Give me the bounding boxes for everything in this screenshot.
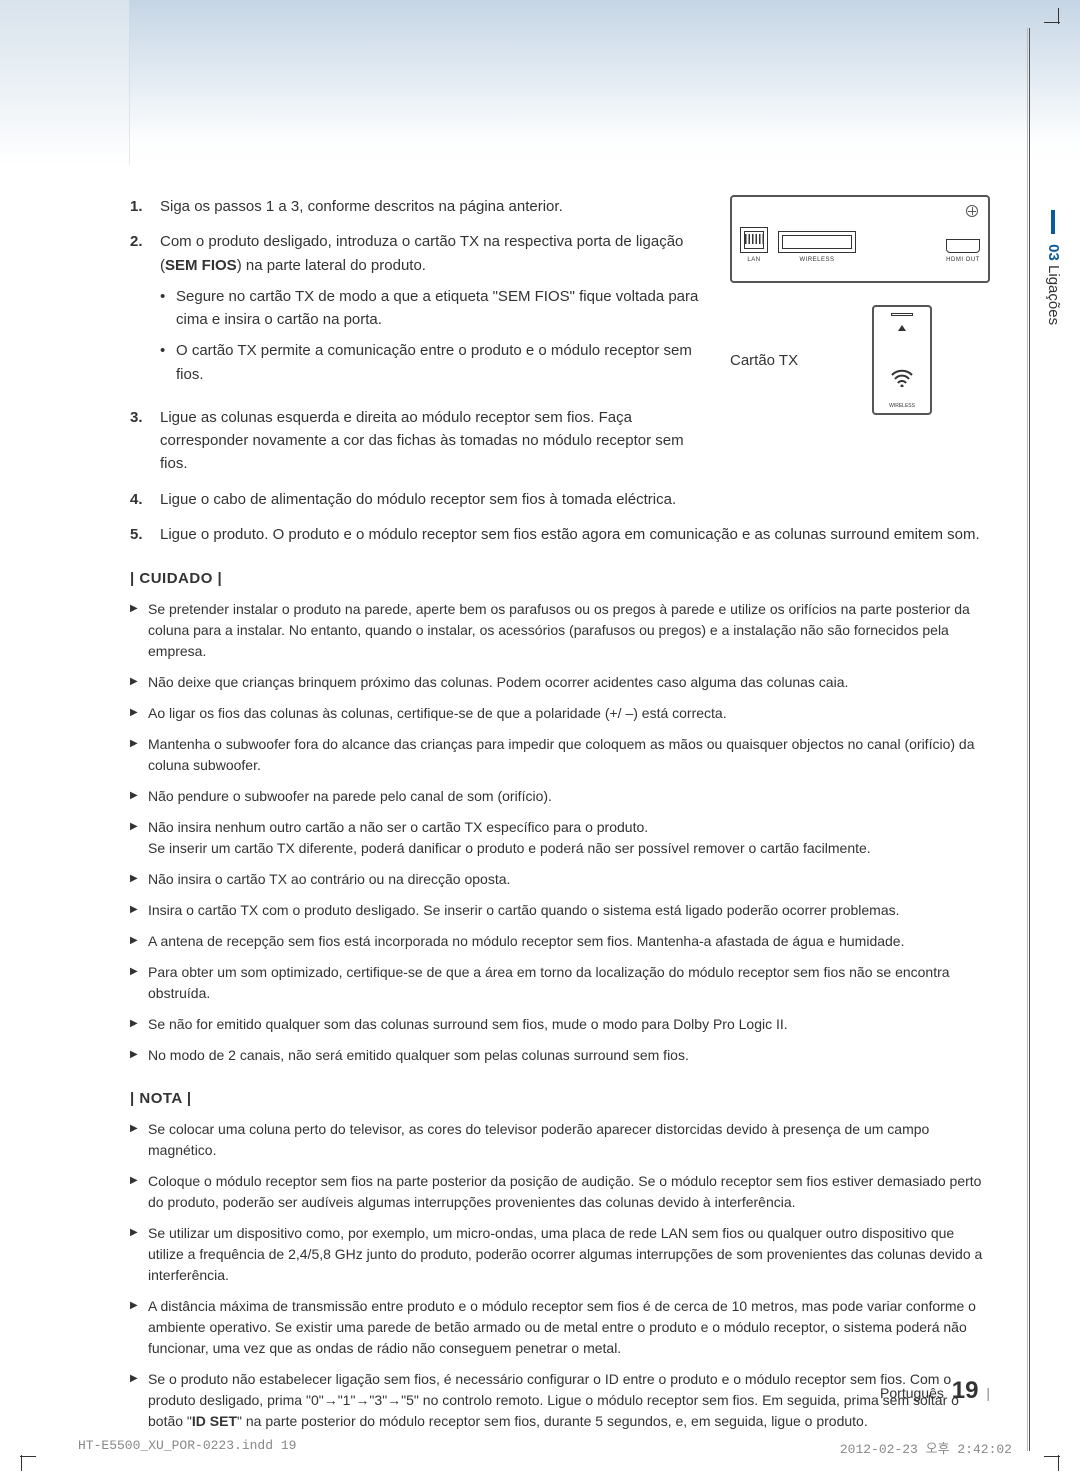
- step-number: 2.: [130, 230, 148, 394]
- wireless-slot-icon: [778, 231, 856, 253]
- side-tab-label: Ligações: [1045, 265, 1062, 325]
- diagram: LAN WIRELESS HDMI OUT Car: [730, 195, 990, 523]
- cuidado-list: Se pretender instalar o produto na pared…: [130, 599, 990, 1066]
- step-sub-item: Segure no cartão TX de modo a que a etiq…: [160, 285, 706, 332]
- step-text: Ligue o produto. O produto e o módulo re…: [160, 523, 990, 546]
- wifi-icon: [890, 367, 914, 393]
- gutter-line: [1029, 28, 1030, 1451]
- side-tab: 03 Ligações: [1045, 210, 1062, 325]
- lan-port: LAN: [740, 227, 768, 263]
- card-strip-icon: [891, 313, 913, 316]
- step-2: 2. Com o produto desligado, introduza o …: [130, 230, 706, 394]
- lan-icon: [740, 227, 768, 253]
- cuidado-heading: | CUIDADO |: [130, 570, 990, 587]
- port-label: HDMI OUT: [946, 257, 980, 263]
- list-item: Se utilizar um dispositivo como, por exe…: [130, 1223, 990, 1286]
- print-file: HT-E5500_XU_POR-0223.indd 19: [78, 1438, 296, 1457]
- list-item: Coloque o módulo receptor sem fios na pa…: [130, 1171, 990, 1213]
- step-1: 1. Siga os passos 1 a 3, conforme descri…: [130, 195, 706, 218]
- screw-icon: [966, 205, 978, 217]
- side-tab-bar: [1051, 210, 1055, 234]
- step-3: 3. Ligue as colunas esquerda e direita a…: [130, 406, 706, 476]
- port-label: LAN: [747, 257, 760, 263]
- list-item: Se não for emitido qualquer som das colu…: [130, 1014, 990, 1035]
- print-mark: HT-E5500_XU_POR-0223.indd 19 2012-02-23 …: [78, 1438, 1012, 1457]
- step-number: 3.: [130, 406, 148, 476]
- tx-card: WIRELESS: [872, 305, 932, 415]
- list-text-part: " na parte posterior do módulo receptor …: [237, 1413, 868, 1429]
- list-item: Ao ligar os fios das colunas às colunas,…: [130, 703, 990, 724]
- list-item: A antena de recepção sem fios está incor…: [130, 931, 990, 952]
- card-arrow-icon: [898, 325, 906, 331]
- gutter-line-shadow: [1027, 28, 1028, 1451]
- list-item: Mantenha o subwoofer fora do alcance das…: [130, 734, 990, 776]
- wireless-port: WIRELESS: [778, 231, 856, 263]
- step-number: 1.: [130, 195, 148, 218]
- step-text: Siga os passos 1 a 3, conforme descritos…: [160, 195, 706, 218]
- hdmi-port: HDMI OUT: [946, 239, 980, 263]
- crop-mark-icon: [1044, 1443, 1072, 1471]
- port-label: WIRELESS: [799, 257, 834, 263]
- print-date: 2012-02-23 오후 2:42:02: [840, 1438, 1012, 1457]
- list-item: Não insira nenhum outro cartão a não ser…: [130, 817, 990, 859]
- crop-mark-icon: [1044, 8, 1072, 36]
- list-text-bold: ID SET: [192, 1413, 237, 1429]
- step-text: Ligue as colunas esquerda e direita ao m…: [160, 406, 706, 476]
- nota-list: Se colocar uma coluna perto do televisor…: [130, 1119, 990, 1432]
- step-text-bold: SEM FIOS: [165, 257, 237, 274]
- nota-heading: | NOTA |: [130, 1090, 990, 1107]
- step-5: 5. Ligue o produto. O produto e o módulo…: [130, 523, 990, 546]
- list-item: Se pretender instalar o produto na pared…: [130, 599, 990, 662]
- list-item: Se o produto não estabelecer ligação sem…: [130, 1369, 990, 1432]
- card-bottom-label: WIRELESS: [874, 403, 930, 409]
- tx-card-row: Cartão TX WIRELESS: [730, 305, 990, 415]
- header-corner: [0, 0, 130, 165]
- side-tab-num: 03: [1045, 244, 1062, 261]
- step-text: Com o produto desligado, introduza o car…: [160, 230, 706, 394]
- steps-list: 1. Siga os passos 1 a 3, conforme descri…: [130, 195, 706, 511]
- list-item: Não pendure o subwoofer na parede pelo c…: [130, 786, 990, 807]
- step-number: 5.: [130, 523, 148, 546]
- step-text-part: ) na parte lateral do produto.: [237, 257, 426, 274]
- steps-list-cont: 5. Ligue o produto. O produto e o módulo…: [130, 523, 990, 546]
- list-item: A distância máxima de transmissão entre …: [130, 1296, 990, 1359]
- list-item: Não deixe que crianças brinquem próximo …: [130, 672, 990, 693]
- step-number: 4.: [130, 488, 148, 511]
- port-row: LAN WIRELESS HDMI OUT: [740, 227, 980, 263]
- steps-column: 1. Siga os passos 1 a 3, conforme descri…: [130, 195, 706, 523]
- step-sublist: Segure no cartão TX de modo a que a etiq…: [160, 285, 706, 386]
- page-content: 1. Siga os passos 1 a 3, conforme descri…: [130, 40, 990, 1432]
- step-text: Ligue o cabo de alimentação do módulo re…: [160, 488, 706, 511]
- crop-mark-icon: [8, 1443, 36, 1471]
- tx-card-label: Cartão TX: [730, 352, 798, 369]
- list-item: Para obter um som optimizado, certifique…: [130, 962, 990, 1004]
- hdmi-icon: [946, 239, 980, 253]
- list-item: Se colocar uma coluna perto do televisor…: [130, 1119, 990, 1161]
- step-4: 4. Ligue o cabo de alimentação do módulo…: [130, 488, 706, 511]
- step-sub-item: O cartão TX permite a comunicação entre …: [160, 339, 706, 386]
- list-item: Não insira o cartão TX ao contrário ou n…: [130, 869, 990, 890]
- list-item: Insira o cartão TX com o produto desliga…: [130, 900, 990, 921]
- list-item: No modo de 2 canais, não será emitido qu…: [130, 1045, 990, 1066]
- device-back-panel: LAN WIRELESS HDMI OUT: [730, 195, 990, 283]
